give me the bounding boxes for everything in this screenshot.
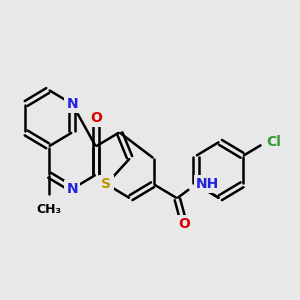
Text: Cl: Cl	[267, 135, 281, 149]
Text: N: N	[67, 97, 78, 111]
Text: O: O	[178, 217, 190, 231]
Text: S: S	[101, 177, 111, 191]
Text: O: O	[90, 111, 102, 125]
Text: N: N	[67, 182, 78, 196]
Text: CH₃: CH₃	[36, 203, 61, 216]
Text: NH: NH	[196, 177, 219, 191]
